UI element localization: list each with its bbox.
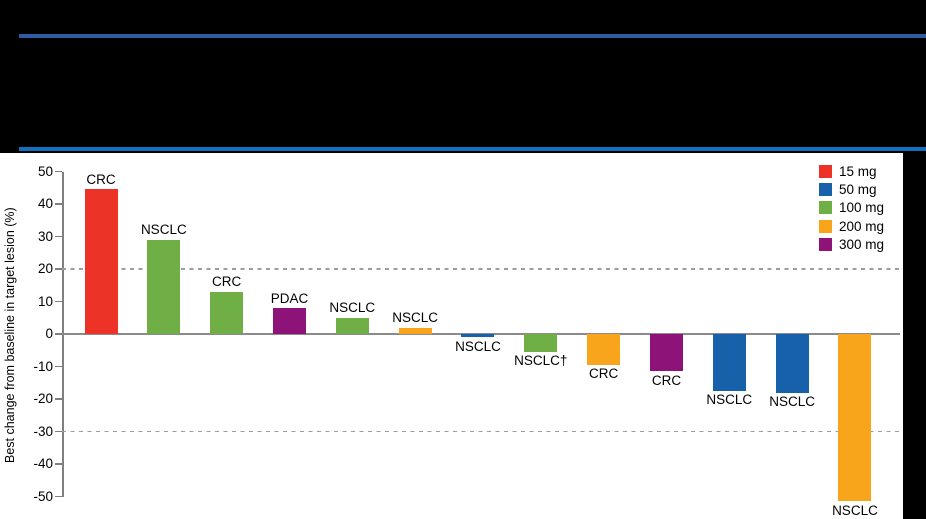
legend-swatch xyxy=(819,201,832,215)
bar xyxy=(587,334,621,365)
bar-label: CRC xyxy=(589,366,619,382)
bar-label: PDAC xyxy=(270,290,309,306)
y-axis-tick-label: -10 xyxy=(33,358,53,374)
y-axis-tick-mark xyxy=(55,463,62,465)
y-axis-tick-label: 30 xyxy=(37,228,53,244)
bar-label: CRC xyxy=(212,274,242,290)
bar xyxy=(84,189,118,334)
legend-label: 300 mg xyxy=(839,237,885,253)
legend-swatch xyxy=(819,219,832,233)
legend-item: 15 mg xyxy=(819,162,884,180)
bar-label: CRC xyxy=(651,372,682,388)
y-axis-tick-label: -40 xyxy=(33,456,53,471)
legend-label: 15 mg xyxy=(839,163,877,179)
y-axis-tick-label: 10 xyxy=(37,293,53,309)
bar-label: NSCLC xyxy=(455,338,501,354)
legend-item: 200 mg xyxy=(819,217,884,235)
y-axis-tick-label: -20 xyxy=(33,391,53,406)
bar-label: NSCLC xyxy=(392,310,439,325)
bar-label: CRC xyxy=(86,171,116,187)
bar-label: NSCLC xyxy=(769,394,815,409)
y-axis-title: Best change from baseline in target lesi… xyxy=(3,207,17,463)
legend-item: 50 mg xyxy=(819,180,884,198)
legend-item: 100 mg xyxy=(819,199,884,217)
y-axis-tick-mark xyxy=(55,430,62,433)
y-axis-tick-mark xyxy=(55,495,62,498)
y-axis-tick-mark xyxy=(55,365,62,368)
bar xyxy=(335,317,369,334)
bar xyxy=(272,308,306,334)
y-axis-tick-mark xyxy=(55,398,62,400)
bar-label: NSCLC xyxy=(706,392,753,408)
legend-swatch xyxy=(819,238,832,252)
y-axis-tick-mark xyxy=(55,235,62,238)
legend-swatch xyxy=(819,164,832,178)
bar xyxy=(838,334,872,502)
y-axis-tick-label: 40 xyxy=(37,196,53,211)
header-rule-bottom xyxy=(19,147,926,151)
y-axis-tick-label: 50 xyxy=(37,163,53,179)
bar-label: NSCLC xyxy=(140,222,187,238)
bar xyxy=(398,327,432,334)
y-axis-tick-mark xyxy=(55,203,62,205)
legend-label: 100 mg xyxy=(839,200,885,216)
legend-item: 300 mg xyxy=(819,236,884,254)
bar xyxy=(524,334,558,352)
bar xyxy=(649,334,683,372)
bar-label: NSCLC xyxy=(832,502,878,518)
waterfall-chart: Best change from baseline in target lesi… xyxy=(0,153,903,519)
bar-label: NSCLC† xyxy=(514,353,568,369)
y-axis-tick-label: 0 xyxy=(45,326,53,341)
bar xyxy=(775,334,809,393)
dashed-reference-line xyxy=(62,268,900,270)
y-axis-tick-label: -50 xyxy=(33,488,53,504)
y-axis-tick-mark xyxy=(55,170,62,173)
header-rule-top xyxy=(19,34,926,38)
legend-swatch xyxy=(819,183,832,197)
bar xyxy=(712,334,746,391)
y-axis-tick-mark xyxy=(55,333,62,335)
y-axis-tick-mark xyxy=(55,268,62,270)
legend-label: 200 mg xyxy=(839,218,885,234)
dashed-reference-line xyxy=(62,430,900,433)
legend: 15 mg 50 mg 100 mg 200 mg 300 mg xyxy=(819,162,884,254)
legend-label: 50 mg xyxy=(839,182,877,198)
bar xyxy=(210,291,244,334)
y-axis-tick-label: -30 xyxy=(33,423,53,439)
y-axis-tick-label: 20 xyxy=(37,261,53,276)
bar xyxy=(147,239,181,334)
bar xyxy=(461,334,495,338)
bar-label: NSCLC xyxy=(329,300,376,316)
header-banner xyxy=(0,0,926,153)
y-axis-tick-mark xyxy=(55,300,62,303)
